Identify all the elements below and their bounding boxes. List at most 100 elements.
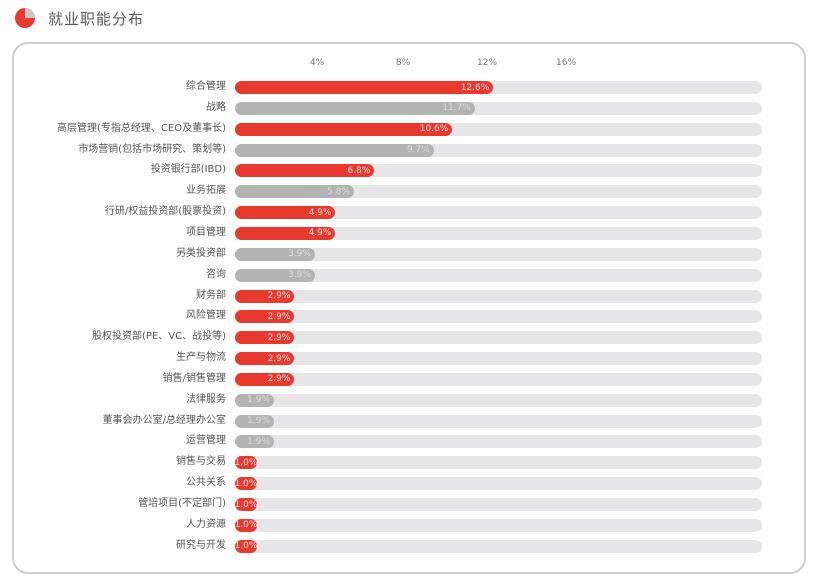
bar-track — [235, 477, 762, 491]
value-label: 1.0% — [234, 457, 258, 468]
value-label: 9.7% — [406, 145, 430, 156]
chart-header: 就业职能分布 — [14, 5, 144, 31]
category-label: 高层管理(专指总经理、CEO及董事长) — [57, 122, 226, 134]
x-axis: 4% 8% 12% 16% — [0, 58, 832, 72]
value-label: 1.0% — [234, 499, 258, 510]
value-label: 1.0% — [234, 541, 258, 552]
category-label: 生产与物流 — [176, 352, 226, 364]
bar-row: 高层管理(专指总经理、CEO及董事长) 10.6% — [0, 121, 832, 137]
bar-row: 销售/销售管理 2.9% — [0, 371, 832, 387]
bar-row: 董事会办公室/总经理办公室 1.9% — [0, 413, 832, 429]
bar-track — [235, 393, 762, 407]
bar-row: 财务部 2.9% — [0, 288, 832, 304]
bar-row: 综合管理 12.6% — [0, 79, 832, 95]
bar-track — [235, 498, 762, 511]
category-label: 综合管理 — [186, 81, 226, 92]
category-label: 销售/销售管理 — [162, 372, 226, 384]
bar: 1.9% — [235, 435, 274, 449]
category-label: 投资银行部(IBD) — [150, 164, 226, 176]
bar: 4.9% — [235, 226, 336, 240]
pie-chart-icon — [15, 8, 35, 28]
value-label: 1.0% — [234, 478, 258, 489]
bar: 1.0% — [234, 539, 258, 553]
bar-row: 公共关系 1.0% — [0, 475, 832, 491]
value-label: 2.9% — [267, 291, 291, 301]
bar-row: 人力资源 1.0% — [0, 517, 832, 533]
value-label: 4.9% — [308, 228, 332, 239]
category-label: 运营管理 — [186, 435, 226, 447]
bar-row: 销售与交易 1.0% — [0, 454, 832, 470]
x-tick: 16% — [555, 58, 577, 68]
bar-track — [235, 331, 762, 345]
category-label: 销售与交易 — [176, 456, 226, 468]
category-label: 项目管理 — [186, 226, 226, 238]
bar: 2.9% — [235, 310, 295, 324]
value-label: 1.9% — [247, 416, 270, 427]
bar-track — [235, 226, 762, 240]
bar-row: 项目管理 4.9% — [0, 225, 832, 241]
bar-track — [235, 372, 762, 386]
bar: 2.9% — [235, 372, 295, 386]
bar: 4.9% — [235, 206, 336, 220]
bar-track — [235, 310, 762, 324]
bar: 10.6% — [235, 122, 453, 136]
category-label: 咨询 — [206, 268, 226, 280]
bar: 1.0% — [234, 518, 258, 532]
value-label: 11.7% — [442, 103, 471, 114]
category-label: 市场营销(包括市场研究、策划等) — [78, 143, 226, 155]
bar-track — [235, 435, 762, 449]
value-label: 5.8% — [327, 186, 350, 197]
bar-row: 研究与开发 1.0% — [0, 538, 832, 554]
x-tick: 12% — [476, 58, 498, 68]
category-label: 行研/权益投资部(股票投资) — [104, 206, 226, 218]
bar-track — [235, 185, 762, 199]
bar: 3.9% — [235, 268, 315, 282]
bar: 12.6% — [235, 81, 494, 94]
category-label: 风险管理 — [186, 310, 226, 322]
value-label: 3.9% — [288, 270, 311, 281]
bar-row: 战略 11.7% — [0, 100, 832, 116]
bar-track — [235, 352, 762, 366]
category-label: 股权投资部(PE、VC、战投等) — [92, 331, 226, 343]
bar-row: 另类投资部 3.9% — [0, 246, 832, 262]
chart-title: 就业职能分布 — [48, 9, 145, 28]
bar-row: 业务拓展 5.8% — [0, 183, 832, 199]
category-label: 管培项目(不定部门) — [138, 498, 226, 509]
bar: 11.7% — [235, 101, 475, 115]
value-label: 3.9% — [288, 249, 311, 260]
bar-track — [235, 247, 762, 261]
bar: 6.8% — [235, 164, 375, 178]
bar-track — [235, 414, 762, 428]
bar: 1.9% — [235, 393, 274, 407]
bar: 5.8% — [235, 185, 354, 199]
value-label: 1.9% — [247, 395, 270, 406]
value-label: 2.9% — [267, 374, 291, 385]
category-label: 人力资源 — [186, 518, 226, 530]
category-label: 财务部 — [196, 289, 226, 301]
value-label: 2.9% — [267, 332, 291, 343]
bar-row: 股权投资部(PE、VC、战投等) 2.9% — [0, 329, 832, 345]
bar-track — [235, 456, 762, 470]
bar-track — [235, 289, 762, 303]
value-label: 10.6% — [419, 124, 449, 135]
category-label: 董事会办公室/总经理办公室 — [102, 414, 226, 426]
value-label: 1.9% — [247, 436, 270, 447]
bar-row: 生产与物流 2.9% — [0, 350, 832, 366]
bar-row: 投资银行部(IBD) 6.8% — [0, 162, 832, 178]
bar: 1.0% — [234, 456, 258, 470]
bar-row: 运营管理 1.9% — [0, 433, 832, 449]
bar-row: 市场营销(包括市场研究、策划等) 9.7% — [0, 142, 832, 158]
bar-row: 咨询 3.9% — [0, 267, 832, 283]
bar: 9.7% — [235, 143, 434, 157]
bar-track — [235, 539, 762, 553]
bar: 2.9% — [235, 289, 295, 303]
value-label: 12.6% — [460, 82, 490, 93]
category-label: 研究与开发 — [176, 539, 226, 551]
bar-row: 管培项目(不定部门) 1.0% — [0, 496, 832, 512]
value-label: 1.0% — [234, 520, 258, 531]
category-label: 业务拓展 — [186, 185, 226, 197]
value-label: 4.9% — [308, 207, 332, 218]
value-label: 6.8% — [347, 165, 371, 176]
bar: 3.9% — [235, 247, 315, 261]
value-label: 2.9% — [267, 311, 291, 322]
